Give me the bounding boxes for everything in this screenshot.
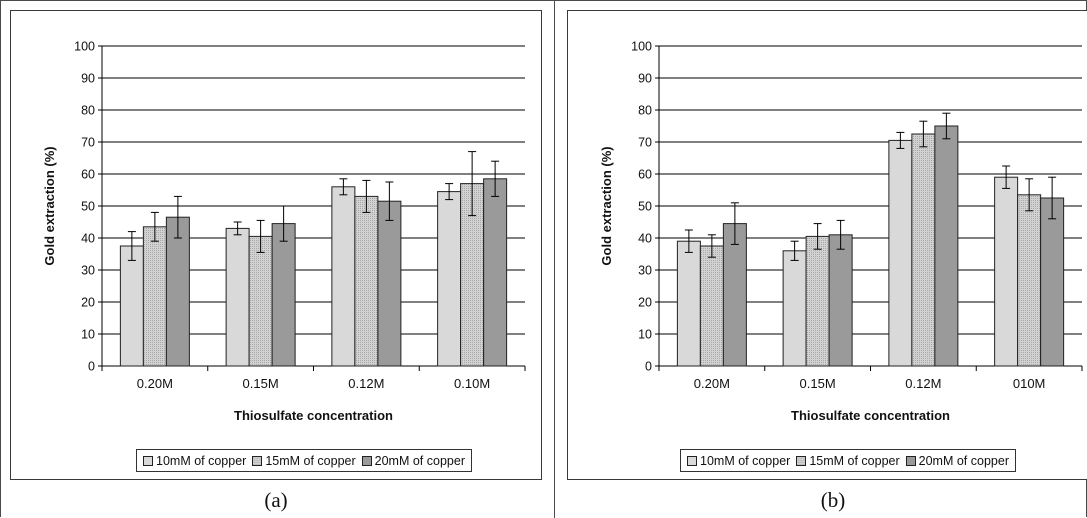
y-axis-title: Gold extraction (%) <box>42 146 57 265</box>
legend-item-10mm: 10mM of copper <box>687 454 790 468</box>
y-tick-label: 90 <box>81 72 95 86</box>
legend-swatch-10mm <box>143 455 153 466</box>
y-tick-label: 90 <box>638 72 652 86</box>
bar-10mm-2 <box>225 227 250 367</box>
bar-10mm-1 <box>119 245 144 367</box>
x-category-label: 010M <box>1013 376 1046 391</box>
y-tick-label: 100 <box>631 40 652 54</box>
x-category-label: 0.10M <box>454 376 490 391</box>
bar-10mm-2 <box>782 250 807 367</box>
y-tick-label: 100 <box>74 40 95 54</box>
y-tick-label: 30 <box>638 264 652 278</box>
y-tick-label: 60 <box>638 168 652 182</box>
bar-20mm-4 <box>1040 197 1065 367</box>
y-tick-label: 30 <box>81 264 95 278</box>
y-tick-label: 0 <box>88 360 95 374</box>
chart-b: 0 10 20 30 40 50 60 70 80 90 100 0.20M 0.15M 0.12M 010… <box>599 40 1083 423</box>
legend-label-20mm: 20mM of copper <box>374 453 465 468</box>
legend-item-10mm: 10mM of copper <box>143 454 246 468</box>
legend-swatch-20mm <box>361 455 372 466</box>
y-tick-label: 10 <box>81 328 95 342</box>
bar-20mm-2 <box>271 223 296 367</box>
y-tick-label: 80 <box>638 104 652 118</box>
bar-10mm-3 <box>331 186 356 367</box>
bar-20mm-3 <box>934 125 959 367</box>
bar-10mm-3 <box>888 139 913 367</box>
x-category-label: 0.20M <box>137 376 173 391</box>
legend-b: 10mM of copper 15mM of copper 20mM of co… <box>680 449 1016 472</box>
x-axis-title: Thiosulfate concentration <box>791 408 950 423</box>
bar-15mm-2 <box>805 235 830 367</box>
bar-20mm-4 <box>483 178 508 367</box>
y-tick-label: 40 <box>638 232 652 246</box>
y-tick-label: 70 <box>638 136 652 150</box>
y-tick-label: 80 <box>81 104 95 118</box>
bar-15mm-3 <box>911 133 936 367</box>
y-tick-label: 0 <box>645 360 652 374</box>
legend-item-20mm: 20mM of copper <box>361 453 465 468</box>
y-tick-label: 50 <box>81 200 95 214</box>
bar-15mm-4 <box>1017 194 1042 367</box>
bar-15mm-1 <box>142 226 167 367</box>
y-tick-label: 50 <box>638 200 652 214</box>
x-category-label: 0.15M <box>800 376 836 391</box>
legend-swatch-15mm <box>252 455 263 466</box>
y-tick-label: 70 <box>81 136 95 150</box>
legend-swatch-10mm <box>687 455 697 466</box>
y-tick-label: 20 <box>638 296 652 310</box>
bar-15mm-3 <box>354 195 379 367</box>
y-axis-title: Gold extraction (%) <box>599 146 614 265</box>
x-axis-title: Thiosulfate concentration <box>234 408 393 423</box>
bar-15mm-2 <box>248 235 273 367</box>
y-tick-label: 60 <box>81 168 95 182</box>
x-category-label: 0.12M <box>905 376 941 391</box>
legend-label-20mm: 20mM of copper <box>918 453 1009 468</box>
legend-swatch-15mm <box>796 455 807 466</box>
x-category-label: 0.20M <box>694 376 730 391</box>
y-tick-label: 10 <box>638 328 652 342</box>
bar-20mm-3 <box>377 200 402 367</box>
caption-a: (a) <box>264 488 288 512</box>
x-category-label: 0.15M <box>243 376 279 391</box>
legend-label-15mm: 15mM of copper <box>809 453 900 468</box>
legend-item-15mm: 15mM of copper <box>796 453 900 468</box>
y-tick-label: 20 <box>81 296 95 310</box>
bar-20mm-1 <box>165 216 190 367</box>
y-tick-label: 40 <box>81 232 95 246</box>
legend-item-15mm: 15mM of copper <box>252 453 356 468</box>
bar-10mm-4 <box>437 191 462 367</box>
legend-label-10mm: 10mM of copper <box>700 453 791 468</box>
panel-divider <box>554 0 555 518</box>
legend-label-15mm: 15mM of copper <box>265 453 356 468</box>
bar-10mm-1 <box>676 240 701 367</box>
legend-item-20mm: 20mM of copper <box>905 453 1009 468</box>
bar-15mm-1 <box>699 245 724 367</box>
bar-10mm-4 <box>994 176 1019 367</box>
caption-b: (b) <box>820 488 846 512</box>
chart-a: 0 10 20 30 40 50 60 70 80 90 100 0.20M 0.15M 0.12M 0.1… <box>42 40 526 423</box>
legend-label-10mm: 10mM of copper <box>156 453 247 468</box>
legend-a: 10mM of copper 15mM of copper 20mM of co… <box>136 449 472 472</box>
legend-swatch-20mm <box>905 455 916 466</box>
x-category-label: 0.12M <box>348 376 384 391</box>
bar-20mm-2 <box>828 234 853 367</box>
bar-20mm-1 <box>722 223 747 367</box>
